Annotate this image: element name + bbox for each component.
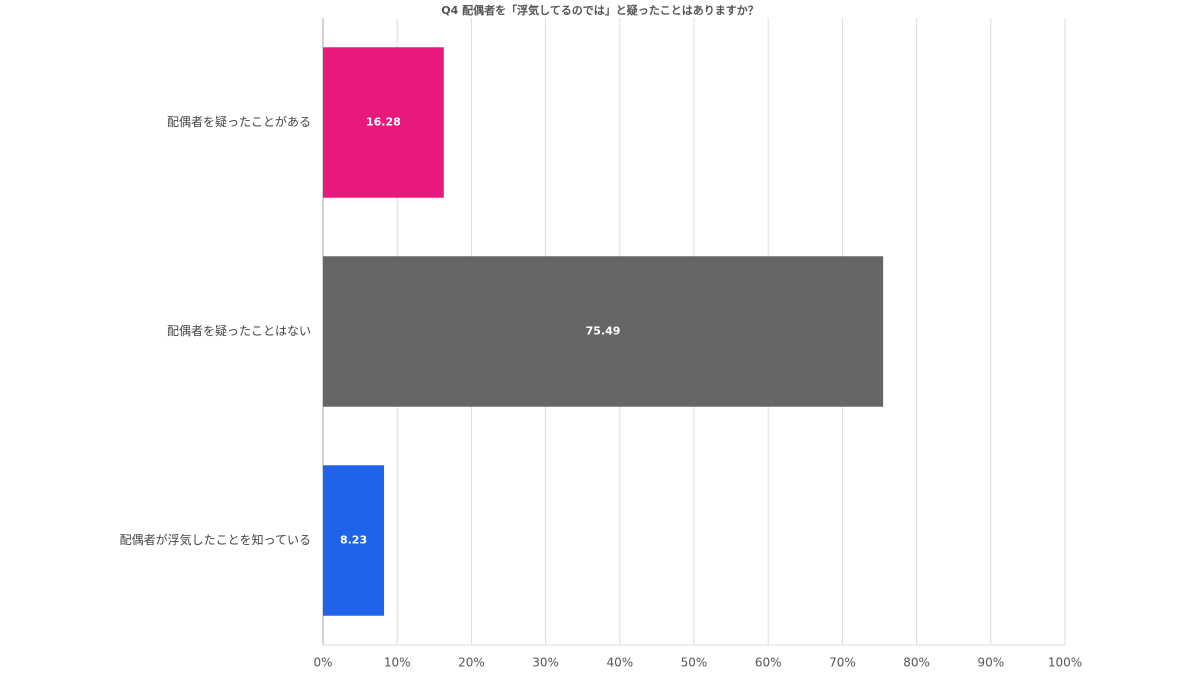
y-tick-label: 配偶者を疑ったことがある xyxy=(167,114,311,129)
value-label: 8.23 xyxy=(340,534,367,547)
x-tick-label: 40% xyxy=(606,656,633,670)
x-tick-label: 100% xyxy=(1048,656,1082,670)
x-tick-label: 20% xyxy=(458,656,485,670)
value-label: 75.49 xyxy=(586,325,621,338)
chart-title: Q4 配偶者を「浮気してるのでは」と疑ったことはありますか？ xyxy=(441,3,759,17)
x-tick-label: 60% xyxy=(755,656,782,670)
x-tick-label: 80% xyxy=(903,656,930,670)
bar xyxy=(323,256,884,407)
x-tick-label: 90% xyxy=(977,656,1004,670)
x-tick-label: 30% xyxy=(532,656,559,670)
bar xyxy=(323,47,444,198)
x-tick-label: 0% xyxy=(313,656,332,670)
x-tick-label: 10% xyxy=(384,656,411,670)
value-label: 16.28 xyxy=(366,116,401,129)
x-tick-label: 70% xyxy=(829,656,856,670)
y-tick-label: 配偶者を疑ったことはない xyxy=(167,323,311,338)
y-tick-label: 配偶者が浮気したことを知っている xyxy=(120,532,311,547)
x-tick-label: 50% xyxy=(681,656,708,670)
bar xyxy=(323,465,385,616)
